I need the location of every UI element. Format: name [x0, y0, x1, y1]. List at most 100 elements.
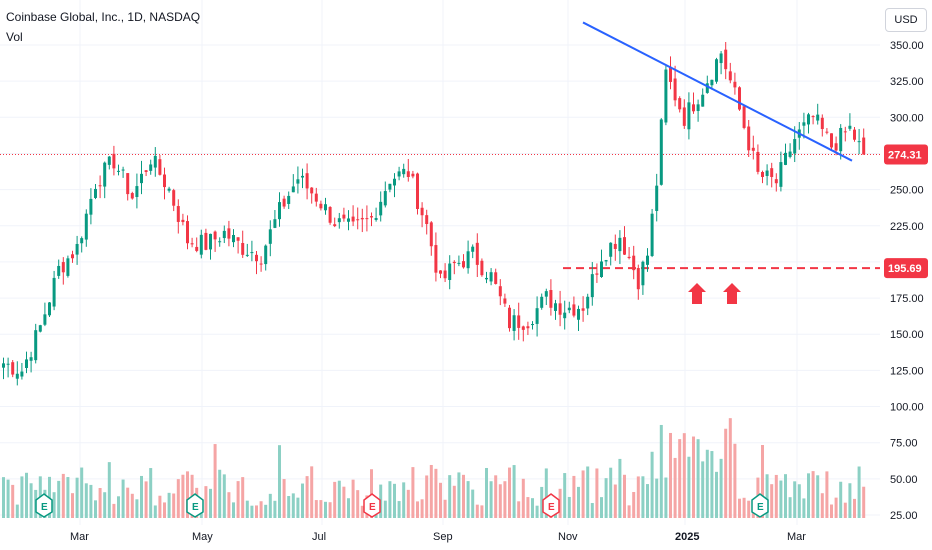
volume-bar — [853, 498, 856, 518]
candle — [788, 151, 792, 157]
volume-bar — [209, 488, 212, 518]
volume-bar — [107, 462, 111, 518]
candle — [687, 102, 691, 130]
volume-bar — [784, 474, 787, 518]
volume-bar — [443, 499, 447, 518]
volume-bar — [682, 433, 686, 518]
volume-bar — [29, 483, 33, 518]
candle — [719, 53, 723, 64]
candle — [673, 78, 677, 101]
candle — [218, 241, 222, 243]
arrow-markers[interactable] — [688, 283, 741, 304]
volume-bar — [310, 466, 314, 518]
volume-bar — [328, 502, 332, 518]
candle — [245, 254, 249, 256]
candle — [149, 164, 153, 171]
time-axis[interactable]: Mar May Jul Sep Nov 2025 Mar — [70, 531, 806, 543]
candle — [632, 255, 636, 271]
candle — [618, 237, 622, 252]
earnings-marker[interactable]: E — [751, 493, 769, 518]
volume-bar — [144, 481, 148, 518]
candle — [121, 169, 125, 171]
candle — [710, 79, 714, 86]
volume-bar — [733, 443, 737, 518]
candle — [728, 71, 732, 81]
candle — [554, 303, 557, 311]
candle — [209, 233, 212, 250]
volume-bar — [2, 477, 5, 518]
candle — [25, 359, 28, 368]
candle — [319, 203, 323, 209]
volume-bar — [71, 493, 74, 518]
candle — [434, 245, 438, 273]
candle — [439, 270, 442, 274]
volume-bar — [503, 481, 507, 518]
volume-bar — [655, 478, 659, 518]
earnings-marker[interactable]: E — [542, 493, 560, 518]
candle — [250, 252, 254, 254]
volume-bar — [356, 490, 360, 518]
candle — [57, 265, 61, 276]
volume-bar — [609, 467, 613, 518]
currency-selector[interactable]: USD — [885, 8, 927, 32]
volume-bar — [61, 473, 65, 518]
candle — [397, 171, 401, 177]
volume-bar — [719, 458, 723, 518]
volume-bar — [848, 483, 852, 518]
earnings-marker[interactable]: E — [363, 493, 381, 518]
volume-bar — [788, 497, 792, 518]
candle — [724, 49, 728, 70]
candle — [567, 307, 571, 311]
volume-bar — [25, 472, 28, 518]
volume-bar — [324, 501, 327, 518]
volume-bar — [172, 493, 176, 518]
candle — [310, 187, 314, 194]
earnings-marker[interactable]: E — [35, 493, 53, 518]
volume-bar — [57, 480, 61, 518]
candle — [429, 222, 433, 247]
candle — [232, 234, 235, 243]
earnings-label: E — [369, 502, 376, 513]
volume-bar — [623, 474, 626, 518]
price-tick-label: 25.00 — [890, 510, 918, 522]
earnings-marker[interactable]: E — [186, 493, 204, 518]
volume-bar — [485, 467, 488, 518]
candle — [535, 308, 539, 324]
volume-bar — [80, 467, 84, 518]
volume-bar — [52, 492, 56, 518]
candle — [75, 243, 79, 255]
volume-bar — [6, 479, 10, 518]
candle — [853, 129, 856, 140]
volume-bar — [738, 498, 741, 518]
volume-bar — [779, 480, 783, 518]
volume-bar — [135, 499, 139, 518]
volume-bar — [811, 471, 815, 518]
volume-bar — [581, 470, 585, 518]
candle — [820, 117, 824, 130]
time-tick-label: May — [192, 531, 213, 543]
earnings-icon — [186, 493, 204, 518]
candle — [365, 218, 369, 220]
candle — [715, 59, 718, 82]
up-arrow-icon[interactable] — [688, 283, 706, 304]
candle — [512, 315, 516, 331]
volume-bar — [715, 471, 718, 518]
price-tick-label: 325.00 — [890, 76, 924, 88]
candle — [452, 261, 456, 264]
volume-bar — [567, 496, 571, 518]
candle — [692, 104, 695, 112]
volume-bar — [572, 475, 576, 518]
candle — [213, 231, 217, 240]
up-arrow-icon[interactable] — [723, 283, 741, 304]
volume-bar — [521, 478, 525, 518]
volume-bar — [627, 505, 631, 518]
candle — [494, 272, 498, 284]
candle — [627, 256, 631, 259]
candle — [751, 147, 755, 151]
price-tags: 274.31 195.69 — [884, 144, 928, 279]
candle — [305, 173, 309, 189]
candle — [94, 188, 97, 198]
trendline[interactable] — [582, 21, 853, 162]
